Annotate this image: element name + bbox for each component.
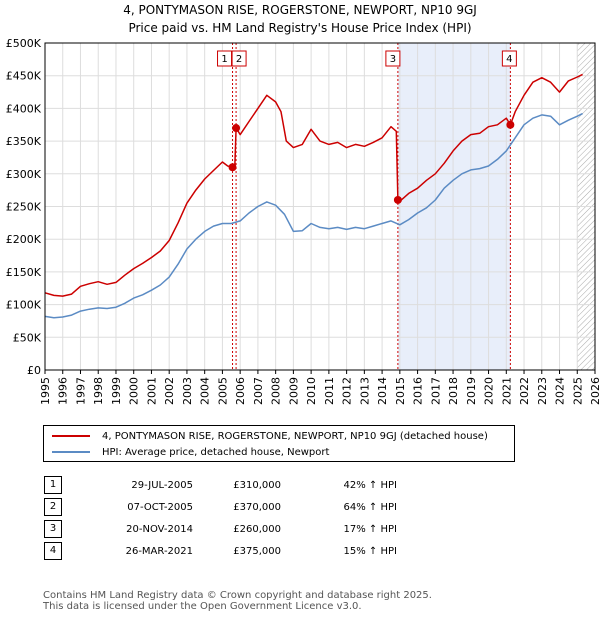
y-tick-label: £300K (6, 168, 42, 181)
x-tick-label: 2025 (571, 377, 584, 405)
sale-badge: 2 (44, 498, 62, 516)
property-price-line (44, 73, 583, 297)
x-tick-label: 1995 (39, 377, 52, 405)
x-tick-label: 2009 (287, 377, 300, 405)
legend-item-hpi: HPI: Average price, detached house, Newp… (52, 445, 329, 459)
x-tick-label: 2011 (323, 377, 336, 405)
sale-price: £260,000 (233, 523, 281, 535)
footer-credits: Contains HM Land Registry data © Crown c… (43, 590, 432, 612)
x-tick-label: 2019 (465, 377, 478, 405)
sale-marker-box (231, 50, 247, 67)
y-tick-label: £100K (6, 299, 42, 312)
sale-date: 29-JUL-2005 (131, 479, 193, 491)
x-tick-label: 2026 (589, 377, 600, 405)
sale-badge: 1 (44, 476, 62, 494)
x-tick-label: 1996 (57, 377, 70, 405)
footer-line-copyright: Contains HM Land Registry data © Crown c… (43, 590, 432, 601)
x-tick-label: 2024 (554, 377, 567, 405)
x-tick-label: 2003 (181, 377, 194, 405)
sale-marker-box (385, 50, 401, 67)
y-tick-label: £350K (6, 135, 42, 148)
footer-line-licence: This data is licensed under the Open Gov… (43, 601, 362, 612)
x-tick-label: 2001 (145, 377, 158, 405)
y-tick-label: £200K (6, 233, 42, 246)
sale-marker-label: 4 (506, 54, 512, 65)
x-tick-label: 1997 (74, 377, 87, 405)
sale-point (232, 124, 241, 133)
x-tick-label: 2010 (305, 377, 318, 405)
sale-marker-label: 3 (390, 54, 396, 65)
sale-marker-box (501, 50, 517, 67)
sale-date: 20-NOV-2014 (126, 523, 193, 535)
x-tick-label: 2020 (483, 377, 496, 405)
x-tick-label: 2004 (199, 377, 212, 405)
sale-hpi-diff: 42% ↑ HPI (343, 479, 397, 491)
x-tick-label: 2015 (394, 377, 407, 405)
y-tick-label: £250K (6, 201, 42, 214)
plot-frame (44, 42, 596, 371)
sale-point (228, 163, 237, 172)
x-tick-label: 2017 (429, 377, 442, 405)
x-tick-label: 2023 (536, 377, 549, 405)
x-tick-label: 2013 (358, 377, 371, 405)
y-tick-label: £400K (6, 102, 42, 115)
chart-legend: 4, PONTYMASON RISE, ROGERSTONE, NEWPORT,… (43, 425, 515, 462)
y-tick-label: £500K (6, 37, 42, 50)
x-tick-label: 2018 (447, 377, 460, 405)
sale-point (393, 195, 402, 204)
sale-point (506, 120, 515, 129)
x-tick-label: 2000 (128, 377, 141, 405)
x-tick-label: 2021 (500, 377, 513, 405)
table-row: 1 29-JUL-2005 £310,000 42% ↑ HPI (43, 474, 397, 496)
legend-swatch-property (52, 435, 90, 437)
x-tick-label: 1999 (110, 377, 123, 405)
sale-price: £370,000 (233, 501, 281, 513)
chart-subtitle: Price paid vs. HM Land Registry's House … (128, 21, 472, 35)
x-tick-label: 2007 (252, 377, 265, 405)
x-tick-label: 2022 (518, 377, 531, 405)
sale-hpi-diff: 15% ↑ HPI (343, 545, 397, 557)
table-row: 3 20-NOV-2014 £260,000 17% ↑ HPI (43, 518, 397, 540)
y-tick-label: £0 (27, 364, 41, 377)
legend-label-hpi: HPI: Average price, detached house, Newp… (102, 446, 330, 458)
x-tick-label: 2014 (376, 377, 389, 405)
sale-price: £375,000 (233, 545, 281, 557)
sale-date: 26-MAR-2021 (125, 545, 193, 557)
legend-item-property: 4, PONTYMASON RISE, ROGERSTONE, NEWPORT,… (52, 429, 488, 443)
y-tick-label: £450K (6, 70, 42, 83)
x-tick-label: 2008 (270, 377, 283, 405)
legend-label-property: 4, PONTYMASON RISE, ROGERSTONE, NEWPORT,… (102, 430, 488, 442)
x-tick-label: 1998 (92, 377, 105, 405)
x-tick-label: 2006 (234, 377, 247, 405)
x-tick-label: 2005 (216, 377, 229, 405)
x-tick-label: 2016 (412, 377, 425, 405)
x-tick-label: 2012 (341, 377, 354, 405)
sale-hpi-diff: 17% ↑ HPI (343, 523, 397, 535)
sale-price: £310,000 (233, 479, 281, 491)
sale-date: 07-OCT-2005 (127, 501, 193, 513)
sale-badge: 4 (44, 542, 62, 560)
transactions-table: 1 29-JUL-2005 £310,000 42% ↑ HPI 2 07-OC… (43, 474, 397, 562)
y-tick-label: £150K (6, 266, 42, 279)
chart-title: 4, PONTYMASON RISE, ROGERSTONE, NEWPORT,… (123, 3, 477, 17)
y-tick-label: £50K (13, 331, 42, 344)
x-tick-label: 2002 (163, 377, 176, 405)
sale-marker-label: 1 (221, 54, 227, 65)
sale-badge: 3 (44, 520, 62, 538)
legend-swatch-hpi (52, 451, 90, 453)
sale-hpi-diff: 64% ↑ HPI (343, 501, 397, 513)
table-row: 2 07-OCT-2005 £370,000 64% ↑ HPI (43, 496, 397, 518)
table-row: 4 26-MAR-2021 £375,000 15% ↑ HPI (43, 540, 397, 562)
sale-marker-label: 2 (236, 54, 242, 65)
sale-marker-box (217, 50, 233, 67)
hpi-line (44, 112, 583, 319)
